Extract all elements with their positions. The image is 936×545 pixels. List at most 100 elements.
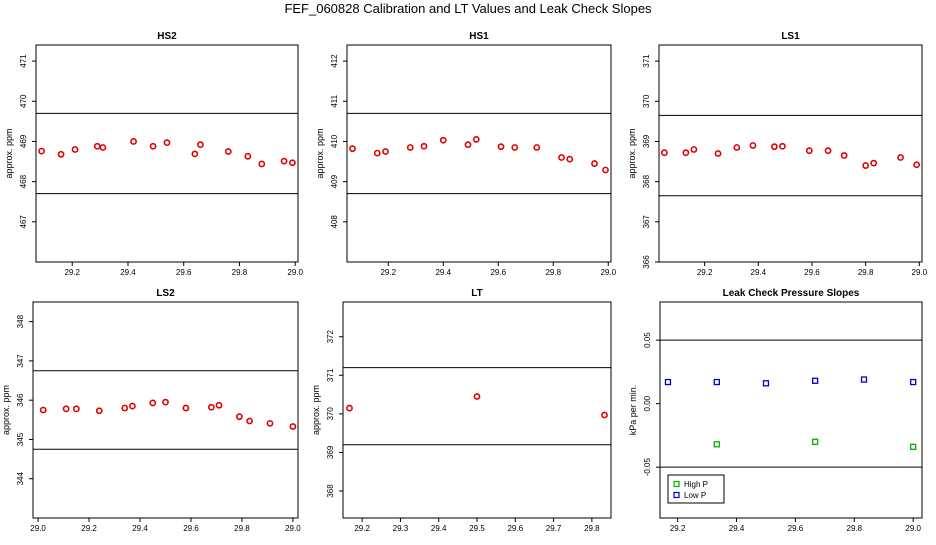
ls2-point (215, 401, 223, 409)
leak-ytick-label: 0.00 (643, 395, 652, 411)
hs2-point (38, 147, 45, 155)
lt-point (346, 404, 353, 412)
hs1-xtick-label: 29.4 (435, 268, 451, 277)
leak-point (910, 443, 917, 450)
hs1-point (464, 141, 472, 149)
hs2-point (289, 159, 296, 167)
page-title: FEF_060828 Calibration and LT Values and… (284, 1, 652, 16)
legend-label: High P (684, 480, 708, 489)
hs2-plot-frame (35, 44, 299, 263)
hs1-xtick-label: 29.8 (545, 268, 561, 277)
hs2-point (130, 138, 137, 145)
ls1-xtick-label: 29.6 (804, 268, 820, 277)
ls2-ytick-label: 345 (16, 432, 25, 446)
ls2-title: LS2 (156, 288, 175, 299)
hs1-point (511, 144, 519, 151)
hs2-point (224, 148, 232, 155)
leak-ytick-label: 0.05 (643, 332, 652, 348)
leak-xtick-label: 29.2 (670, 524, 686, 533)
hs2-title: HS2 (157, 31, 177, 42)
leak-point (713, 378, 720, 386)
ls2-point (62, 405, 70, 413)
hs1-point (373, 149, 381, 157)
hs1-ytick-label: 411 (330, 94, 339, 107)
ls2-point (149, 399, 157, 407)
lt-ylabel: approx. ppm (311, 385, 321, 435)
hs2-point (71, 146, 79, 153)
hs1-point (558, 154, 565, 161)
hs1-xtick-label: 29.6 (490, 268, 506, 277)
hs1-ytick-label: 408 (330, 215, 339, 229)
leak-xtick-label: 29.0 (905, 524, 921, 533)
ls2-point (162, 398, 169, 406)
ls1-ytick-label: 368 (642, 174, 651, 188)
ls1-ytick-label: 370 (642, 94, 651, 108)
lt-ytick-label: 371 (326, 368, 335, 382)
lt-xtick-label: 29.6 (507, 524, 523, 533)
hs2-point (99, 144, 107, 151)
hs1-ytick-label: 410 (330, 134, 339, 148)
hs1-point (472, 136, 480, 143)
hs1-point (533, 144, 541, 151)
hs1-point (420, 142, 428, 150)
ls1-ytick-label: 371 (642, 54, 651, 68)
ls1-plot-frame (658, 44, 923, 263)
legend-marker (673, 480, 680, 488)
hs2-point (163, 139, 171, 147)
hs1-title: HS1 (469, 31, 489, 42)
leak-ylabel: kPa per min. (628, 385, 638, 436)
ls2-xtick-label: 29.0 (285, 524, 301, 533)
leak-point (811, 438, 819, 445)
lt-xtick-label: 29.2 (354, 524, 370, 533)
lt-point (473, 393, 481, 400)
ls1-xtick-label: 29.2 (697, 268, 713, 277)
ls2-point (289, 423, 297, 430)
hs1-xtick-label: 29.0 (600, 268, 616, 277)
ls1-point (897, 154, 904, 161)
hs2-ytick-label: 471 (19, 54, 28, 68)
leak-point (811, 377, 819, 384)
hs1-panel: HS1 approx. ppm 29.2 29.4 29.6 29.8 29.0 408 409… (315, 31, 617, 277)
ls2-ytick-label: 346 (16, 393, 25, 407)
ls2-point (246, 417, 253, 425)
ls1-point (805, 147, 813, 155)
ls2-point (266, 419, 274, 427)
hs2-ytick-label: 470 (19, 94, 28, 108)
ls2-point (235, 413, 243, 421)
hs2-xtick-label: 29.8 (232, 268, 248, 277)
hs2-point (191, 150, 199, 158)
hs2-point (280, 157, 288, 165)
hs1-point (439, 136, 447, 144)
leak-point (713, 441, 720, 448)
hs2-point (258, 160, 266, 168)
ls2-xtick-label: 29.2 (81, 524, 97, 533)
ls2-point (72, 405, 80, 413)
hs1-point (566, 155, 574, 163)
lt-xtick-label: 29.7 (546, 524, 562, 533)
hs1-point (602, 166, 609, 174)
ls2-xtick-label: 29.4 (132, 524, 148, 533)
hs2-xtick-label: 29.4 (120, 268, 136, 277)
leak-ytick-label: -0.05 (643, 458, 652, 477)
hs1-xtick-label: 29.2 (380, 268, 396, 277)
lt-plot-frame (342, 301, 612, 519)
leak-xtick-label: 29.8 (847, 524, 863, 533)
hs2-ytick-label: 467 (19, 215, 28, 229)
ls1-xtick-label: 29.8 (858, 268, 874, 277)
lt-ytick-label: 369 (326, 445, 335, 459)
hs2-panel: HS2 approx. ppm 29.2 29.4 29.6 29.8 29.0 467 468… (4, 31, 304, 277)
hs2-ytick-label: 468 (19, 174, 28, 188)
leak-title: Leak Check Pressure Slopes (723, 288, 860, 299)
hs1-point (406, 144, 414, 151)
leak-panel: Leak Check Pressure Slopes kPa per min. 29… (628, 288, 923, 533)
ls1-point (779, 142, 786, 150)
ls2-ytick-label: 344 (16, 472, 25, 486)
lt-point (601, 411, 608, 419)
ls2-point (39, 406, 47, 414)
leak-point (910, 378, 917, 386)
ls1-panel: LS1 approx. ppm 29.2 29.4 29.6 29.8 29.0 366 367… (627, 31, 928, 277)
ls2-point (182, 404, 190, 412)
ls2-xtick-label: 29.6 (183, 524, 199, 533)
ls1-point (690, 146, 698, 153)
